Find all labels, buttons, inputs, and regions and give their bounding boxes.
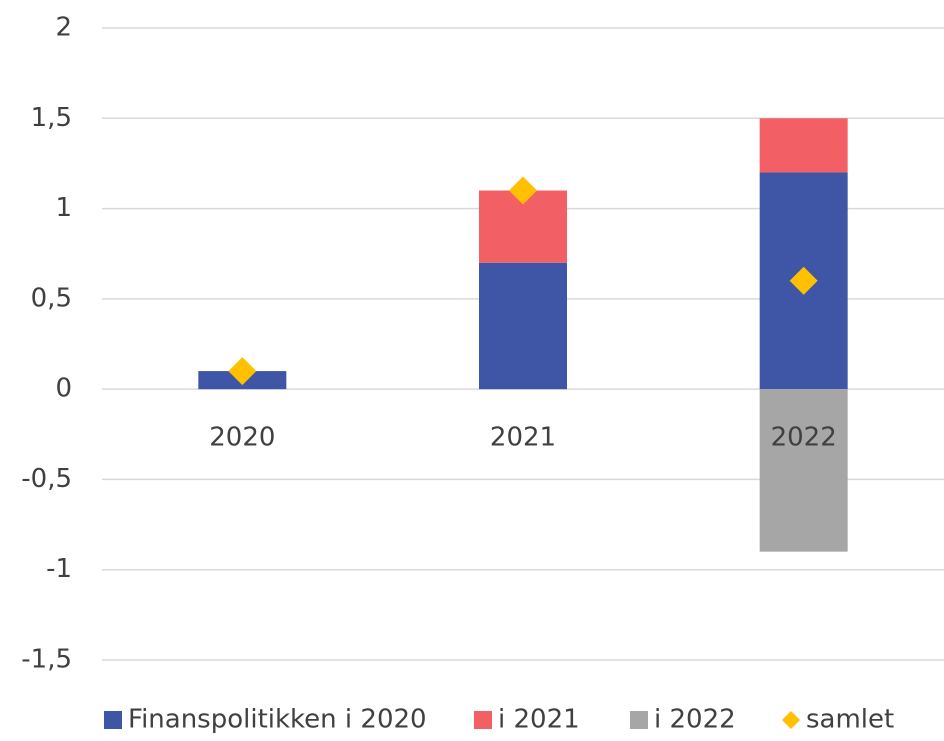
bar [759, 118, 848, 173]
legend-label: Finanspolitikken i 2020 [128, 705, 427, 735]
legend-marker [782, 711, 800, 729]
legend-label: i 2021 [498, 705, 580, 735]
bar [479, 262, 567, 390]
x-tick-label: 2021 [490, 423, 556, 453]
x-tick-label: 2020 [209, 423, 275, 453]
legend-swatch [474, 711, 492, 729]
legend-swatch [104, 711, 122, 729]
bar [759, 389, 848, 552]
y-tick-label: 1 [55, 193, 72, 223]
y-tick-label: 1,5 [31, 103, 72, 133]
x-tick-label: 2022 [771, 423, 837, 453]
legend-swatch [630, 711, 648, 729]
diamond-marker [228, 357, 257, 386]
diamond-marker [789, 266, 818, 295]
y-tick-label: -1,5 [21, 645, 72, 675]
diamond-marker [509, 176, 537, 205]
y-tick-label: 0 [55, 374, 72, 404]
y-tick-label: 0,5 [31, 283, 72, 313]
y-tick-label: -1 [46, 554, 72, 584]
legend-label: samlet [806, 705, 894, 735]
y-tick-label: -0,5 [21, 464, 72, 494]
legend-label: i 2022 [654, 705, 736, 735]
y-tick-label: 2 [55, 13, 72, 43]
